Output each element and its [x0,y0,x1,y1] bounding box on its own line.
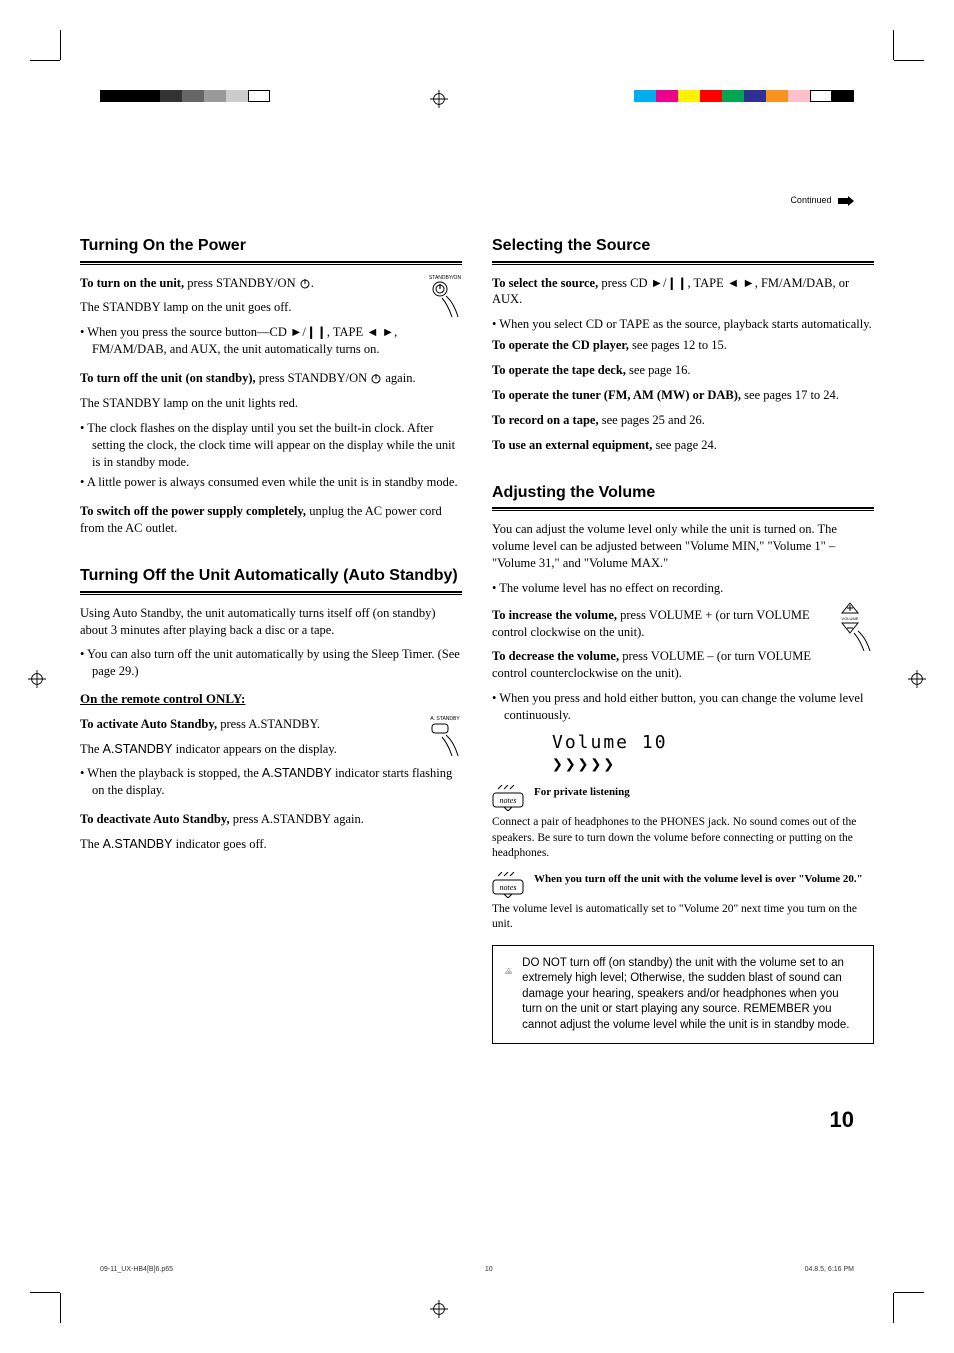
body-text: Using Auto Standby, the unit automatical… [80,605,462,639]
power-icon [370,373,382,385]
body-text: To increase the volume, press VOLUME + (… [492,607,874,641]
standby-button-icon: STANDBY/ON [428,275,462,325]
section-rule [492,507,874,511]
body-text: To switch off the power supply completel… [80,503,462,537]
list-item: The volume level has no effect on record… [492,580,874,597]
left-column: Turning On the Power STANDBY/ON To turn … [80,235,462,1044]
volume-buttons-icon: VOLUME [838,601,874,658]
svg-text:notes: notes [500,883,517,892]
section-rule [80,591,462,595]
body-text: To activate Auto Standby, press A.STANDB… [80,716,462,733]
body-text: To operate the tape deck, see page 16. [492,362,874,379]
body-text: To record on a tape, see pages 25 and 26… [492,412,874,429]
section-title: Selecting the Source [492,235,874,257]
section-title: Turning On the Power [80,235,462,257]
section-title: Adjusting the Volume [492,482,874,504]
svg-text:notes: notes [500,796,517,805]
lcd-display: Volume 10 ❯❯❯❯❯ [552,732,874,775]
stop-warning-icon: stop [505,956,512,986]
notes-icon: notes [492,785,528,811]
footer-page: 10 [485,1266,493,1273]
note-body: The volume level is automatically set to… [492,902,874,933]
list-item: When you press and hold either button, y… [492,690,874,724]
registration-mark-icon [28,670,46,688]
list-item: When the playback is stopped, the A.STAN… [80,765,462,799]
note-callout: notes For private listening [492,785,874,811]
right-column: Selecting the Source To select the sourc… [492,235,874,1044]
power-icon [299,278,311,290]
registration-mark-icon [908,670,926,688]
registration-mark-icon [430,1300,448,1318]
registration-mark-icon [430,90,448,108]
list-item: The clock flashes on the display until y… [80,420,462,471]
footer-metadata: 09-11_UX-HB4[B]6.p65 10 04.8.5, 6:16 PM [100,1266,854,1273]
footer-file: 09-11_UX-HB4[B]6.p65 [100,1266,173,1273]
body-text: To use an external equipment, see page 2… [492,437,874,454]
note-callout: notes When you turn off the unit with th… [492,872,874,898]
print-crop-marks-bottom [0,1243,954,1353]
section-rule [492,261,874,265]
body-text: The A.STANDBY indicator appears on the d… [80,741,462,758]
list-item: A little power is always consumed even w… [80,474,462,491]
warning-box: stop DO NOT turn off (on standby) the un… [492,945,874,1045]
print-crop-marks [0,0,954,110]
body-text: To turn on the unit, press STANDBY/ON . [80,275,462,292]
body-text: The STANDBY lamp on the unit goes off. [80,299,462,316]
notes-icon: notes [492,872,528,898]
list-item: When you select CD or TAPE as the source… [492,316,874,333]
continued-label: Continued [790,195,854,206]
body-text: The STANDBY lamp on the unit lights red. [80,395,462,412]
body-text: To deactivate Auto Standby, press A.STAN… [80,811,462,828]
warning-text: DO NOT turn off (on standby) the unit wi… [522,956,861,1034]
note-body: Connect a pair of headphones to the PHON… [492,815,874,862]
list-item: When you press the source button—CD ►/❙❙… [80,324,462,358]
body-text: The A.STANDBY indicator goes off. [80,836,462,853]
astandby-button-icon: A. STANDBY [428,716,462,764]
page-number: 10 [830,1107,854,1133]
body-text: To turn off the unit (on standby), press… [80,370,462,387]
body-text: To operate the tuner (FM, AM (MW) or DAB… [492,387,874,404]
body-text: To select the source, press CD ►/❙❙, TAP… [492,275,874,309]
list-item: You can also turn off the unit automatic… [80,646,462,680]
body-text: To decrease the volume, press VOLUME – (… [492,648,874,682]
sub-heading: On the remote control ONLY: [80,690,462,708]
continued-arrow-icon [838,196,854,206]
body-text: To operate the CD player, see pages 12 t… [492,337,874,354]
footer-timestamp: 04.8.5, 6:16 PM [805,1266,854,1273]
svg-text:VOLUME: VOLUME [842,616,859,621]
body-text: You can adjust the volume level only whi… [492,521,874,572]
section-rule [80,261,462,265]
section-title: Turning Off the Unit Automatically (Auto… [80,565,462,587]
